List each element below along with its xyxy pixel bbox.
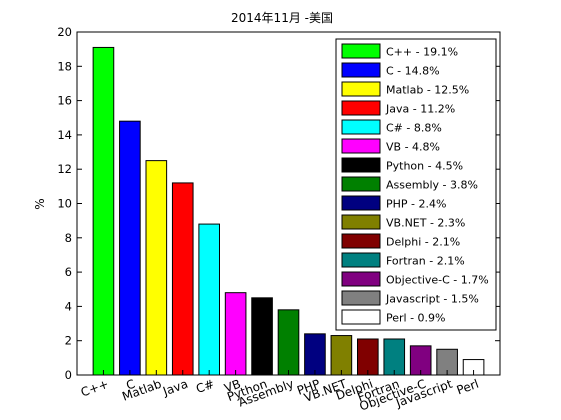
y-tick-label: 4	[65, 299, 72, 313]
bar	[92, 46, 115, 376]
legend-entry: VB.NET - 2.3%	[386, 217, 465, 230]
legend-swatch	[341, 233, 381, 249]
legend-entry: Matlab - 12.5%	[386, 84, 469, 97]
y-axis-label: %	[33, 198, 47, 209]
legend-entry: PHP - 2.4%	[386, 198, 446, 211]
legend-swatch	[341, 214, 381, 230]
legend-swatch	[341, 100, 381, 116]
bar	[330, 335, 353, 376]
bar	[357, 338, 379, 376]
y-tick-label: 14	[57, 128, 72, 142]
legend-swatch	[341, 43, 381, 59]
legend-swatch	[341, 195, 381, 211]
y-tick-label: 6	[65, 265, 72, 279]
bar	[277, 309, 300, 376]
bar	[251, 297, 273, 376]
x-category-label: VB	[222, 377, 242, 396]
legend-swatch	[341, 252, 381, 268]
y-tick-label: 20	[57, 25, 72, 39]
y-tick-label: 10	[57, 197, 72, 211]
y-tick-label: 18	[57, 59, 72, 73]
legend-entry: Delphi - 2.1%	[386, 236, 460, 249]
x-category-label: C#	[194, 377, 216, 396]
bar	[198, 223, 220, 376]
legend-entry: C++ - 19.1%	[386, 46, 458, 59]
bar	[145, 160, 168, 376]
legend-swatch	[341, 271, 381, 287]
y-tick-label: 2	[65, 334, 72, 348]
x-category-label: C++	[79, 377, 111, 400]
bar	[119, 120, 141, 376]
legend-swatch	[341, 157, 381, 173]
legend-entry: Python - 4.5%	[386, 160, 463, 173]
x-category-label: Java	[160, 377, 190, 399]
legend-entry: Perl - 0.9%	[386, 312, 446, 325]
legend-swatch	[341, 176, 381, 192]
x-category-label: Perl	[455, 377, 481, 398]
legend-entry: Java - 11.2%	[385, 103, 455, 116]
bars-layer	[92, 46, 485, 376]
bar	[383, 338, 406, 376]
legend-entry: C - 14.8%	[386, 65, 440, 78]
legend-entry: Objective-C - 1.7%	[386, 274, 489, 287]
legend-swatch	[341, 138, 381, 154]
legend-entry: Assembly - 3.8%	[386, 179, 478, 192]
legend-swatch	[341, 119, 381, 135]
legend-entry: VB - 4.8%	[386, 141, 440, 154]
chart-title: 2014年11月 -美国	[231, 11, 333, 25]
legend-swatch	[341, 62, 381, 78]
legend-entry: Fortran - 2.1%	[386, 255, 465, 268]
legend-entry: Javascript - 1.5%	[385, 293, 479, 306]
bar	[224, 292, 247, 376]
legend-swatch	[341, 309, 381, 325]
y-tick-label: 0	[65, 368, 72, 382]
legend: C++ - 19.1% C - 14.8% Matlab - 12.5% Java -…	[335, 38, 497, 331]
bar	[171, 182, 194, 376]
legend-swatch	[341, 81, 381, 97]
legend-entry: C# - 8.8%	[386, 122, 442, 135]
bar	[304, 333, 326, 376]
legend-swatch	[341, 290, 381, 306]
y-tick-label: 16	[57, 94, 72, 108]
y-tick-label: 12	[57, 162, 72, 176]
y-tick-label: 8	[65, 231, 72, 245]
